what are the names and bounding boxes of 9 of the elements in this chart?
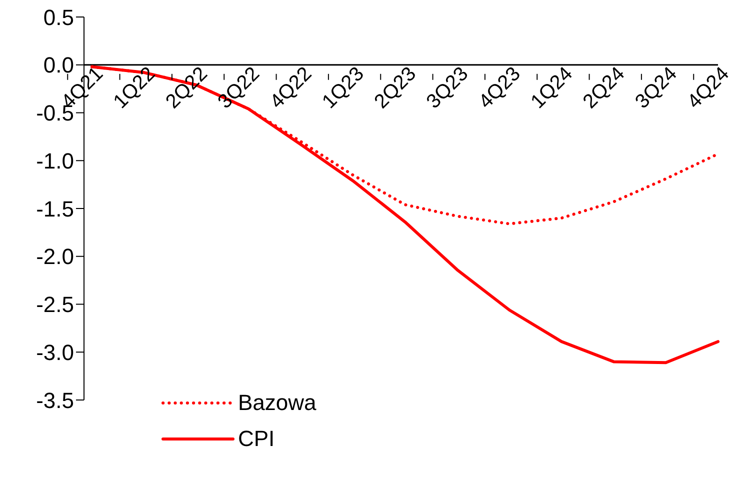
y-tick-label: -2.5 [36, 292, 74, 318]
legend-label: Bazowa [238, 390, 316, 416]
y-tick-label: -3.0 [36, 340, 74, 365]
y-tick-label: 0.5 [43, 4, 74, 30]
legend-label: CPI [238, 426, 275, 452]
y-tick-label: -3.5 [36, 388, 74, 413]
y-tick-label: -1.0 [36, 148, 74, 174]
y-tick-label: -2.0 [36, 244, 74, 270]
y-tick-label: -1.5 [36, 196, 74, 222]
